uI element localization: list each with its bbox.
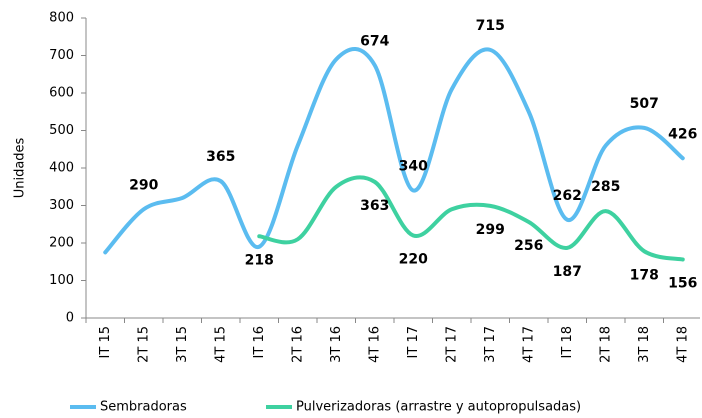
x-tick-label: IT 16	[252, 326, 267, 358]
y-axis-label: Unidades	[13, 137, 28, 198]
x-tick-label: IT 15	[98, 326, 113, 358]
value-label: 256	[514, 238, 543, 254]
x-tick-label: 2T 15	[136, 326, 151, 363]
value-label: 507	[630, 96, 659, 112]
value-label: 715	[476, 18, 505, 34]
x-tick-label: 2T 16	[290, 326, 305, 363]
value-label: 290	[129, 177, 158, 193]
x-tick-label: 4T 18	[675, 326, 690, 363]
legend-label: Pulverizadoras (arrastre y autopropulsad…	[296, 400, 581, 415]
x-tick-label: IT 18	[560, 326, 575, 358]
value-label: 187	[553, 264, 582, 280]
y-tick-label: 0	[66, 311, 74, 326]
value-label: 218	[245, 252, 274, 268]
y-tick-label: 300	[49, 198, 74, 213]
value-label: 220	[399, 252, 428, 268]
y-tick-label: 600	[49, 86, 74, 101]
x-tick-label: IT 17	[406, 326, 421, 358]
value-label: 340	[399, 159, 428, 175]
y-tick-label: 400	[49, 161, 74, 176]
value-label: 426	[668, 126, 697, 142]
series-line	[103, 47, 685, 255]
x-tick-label: 3T 15	[175, 326, 190, 363]
value-label: 674	[360, 33, 389, 49]
value-label: 365	[206, 149, 235, 165]
value-label: 178	[630, 267, 659, 283]
legend-label: Sembradoras	[100, 400, 187, 415]
x-tick-label: 4T 16	[367, 326, 382, 363]
value-label: 299	[476, 222, 505, 238]
value-label: 363	[360, 198, 389, 214]
x-tick-label: 4T 17	[521, 326, 536, 363]
x-tick-label: 3T 16	[329, 326, 344, 363]
y-tick-label: 200	[49, 236, 74, 251]
x-tick-label: 3T 18	[637, 326, 652, 363]
value-label: 156	[668, 276, 697, 292]
value-label: 262	[553, 188, 582, 204]
x-tick-label: 2T 18	[598, 326, 613, 363]
y-tick-label: 500	[49, 123, 74, 138]
x-tick-label: 2T 17	[444, 326, 459, 363]
x-tick-label: 3T 17	[483, 326, 498, 363]
y-tick-label: 700	[49, 48, 74, 63]
value-label: 285	[591, 179, 620, 195]
y-tick-label: 800	[49, 11, 74, 26]
x-tick-label: 4T 15	[213, 326, 228, 363]
series-line	[257, 175, 685, 262]
y-tick-label: 100	[49, 273, 74, 288]
